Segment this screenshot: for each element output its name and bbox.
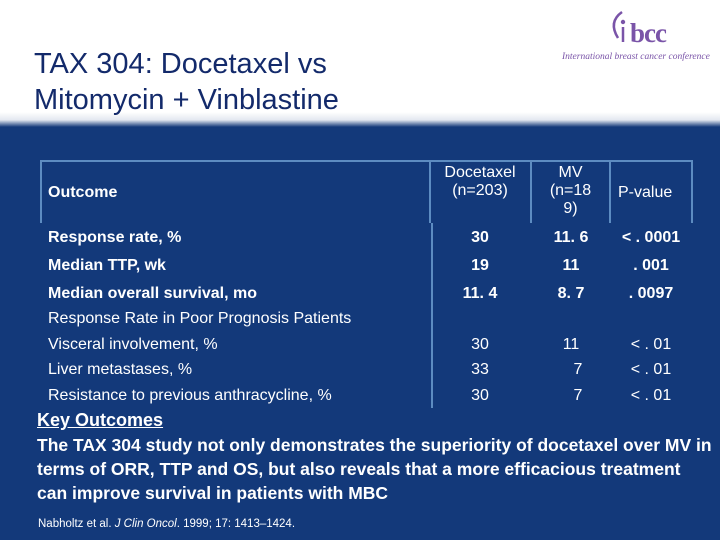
cell-docetaxel-visceral: 30 [471,336,489,353]
row-label-visceral: Visceral involvement, % [48,336,218,353]
cell-mv-visceral: 11 [562,336,580,353]
logo-tagline: International breast cancer conference [562,52,710,62]
column-header-pvalue: P-value [618,184,673,201]
reference-authors: Nabholtz et al. [38,518,115,530]
row-label-liver: Liver metastases, % [48,361,193,378]
cell-docetaxel-anthracycline: 30 [471,387,489,404]
ibcc-logo: bcc International breast cancer conferen… [560,8,710,66]
slide-title-line-2: Mitomycin + Vinblastine [34,84,339,116]
cell-docetaxel-median-ttp: 19 [471,257,489,274]
slide-title: TAX 304: Docetaxel vs Mitomycin + Vinbla… [34,46,504,118]
row-label-median-ttp: Median TTP, wk [48,257,166,274]
cell-docetaxel-median-os: 11. 4 [462,285,498,302]
column-header-docetaxel: Docetaxel (n=203) [444,164,516,199]
cell-pvalue-anthracycline: < . 01 [630,387,672,404]
cell-mv-median-os: 8. 7 [557,285,585,302]
results-table [38,160,695,408]
cell-pvalue-liver: < . 01 [630,361,672,378]
slide-title-line-1: TAX 304: Docetaxel vs [34,48,327,80]
reference-details: . 1999; 17: 1413–1424. [176,518,296,530]
key-outcomes-text: The TAX 304 study not only demonstrates … [37,435,712,503]
key-outcomes-heading: Key Outcomes [37,410,164,430]
header-band [0,0,720,127]
cell-mv-median-ttp: 11 [562,257,580,274]
cell-docetaxel-liver: 33 [471,361,489,378]
cell-docetaxel-response-rate: 30 [471,229,489,246]
logo-wordmark: bcc [630,18,667,48]
cell-mv-liver: 7 [573,361,583,378]
cell-pvalue-median-os: . 0097 [628,285,674,302]
reference-journal: J Clin Oncol [114,518,177,530]
ibcc-logo-mark [612,10,626,42]
cell-pvalue-median-ttp: . 001 [633,257,669,274]
row-label-response-rate: Response rate, % [48,229,182,246]
cell-mv-anthracycline: 7 [573,387,583,404]
cell-pvalue-response-rate: < . 0001 [621,229,681,246]
column-header-outcome: Outcome [48,184,118,201]
column-header-mv: MV (n=18 9) [549,164,592,217]
row-label-median-os: Median overall survival, mo [48,285,257,302]
row-label-anthracycline: Resistance to previous anthracycline, % [48,387,332,404]
cell-mv-response-rate: 11. 6 [553,229,589,246]
cell-pvalue-visceral: < . 01 [630,336,672,353]
reference-citation: Nabholtz et al. J Clin Oncol. 1999; 17: … [38,518,295,530]
row-label-poor-prognosis: Response Rate in Poor Prognosis Patients [48,310,352,327]
